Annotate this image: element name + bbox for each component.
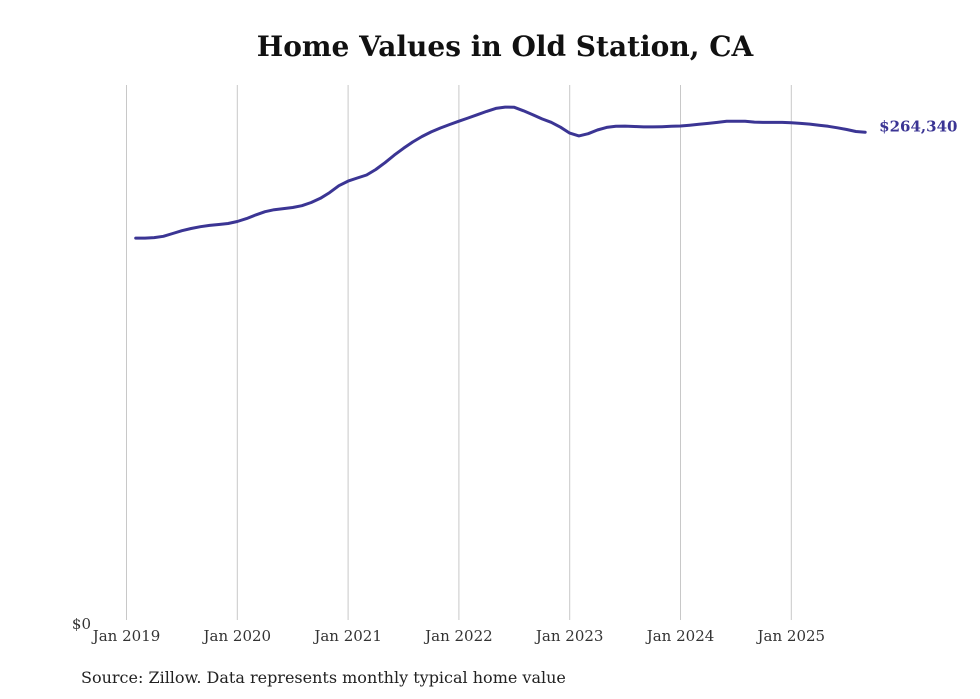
x-tick-label: Jan 2024	[645, 627, 715, 645]
x-tick-label: Jan 2022	[423, 627, 493, 645]
series-line-0	[134, 105, 867, 240]
x-tick-label: Jan 2023	[534, 627, 604, 645]
last-value-label: $264,340	[879, 117, 957, 135]
chart-title: Home Values in Old Station, CA	[256, 30, 754, 63]
y-tick-label: $0	[72, 615, 91, 633]
x-tick-label: Jan 2020	[202, 627, 272, 645]
source-note: Source: Zillow. Data represents monthly …	[81, 668, 566, 687]
x-axis-tick-labels: Jan 2019 Jan 2020 Jan 2021 Jan 2022 Jan 2023…	[91, 627, 825, 645]
y-axis-tick-labels: $0	[72, 615, 91, 633]
home-value-line-chart: Jan 2019 Jan 2020 Jan 2021 Jan 2022 Jan 2023…	[72, 85, 957, 645]
x-tick-label: Jan 2021	[312, 627, 382, 645]
x-tick-label: Jan 2025	[756, 627, 826, 645]
end-value-label-layer: $264,340	[879, 117, 957, 135]
vertical-gridlines	[126, 85, 792, 620]
x-tick-label: Jan 2019	[91, 627, 161, 645]
series-layer	[134, 105, 867, 240]
